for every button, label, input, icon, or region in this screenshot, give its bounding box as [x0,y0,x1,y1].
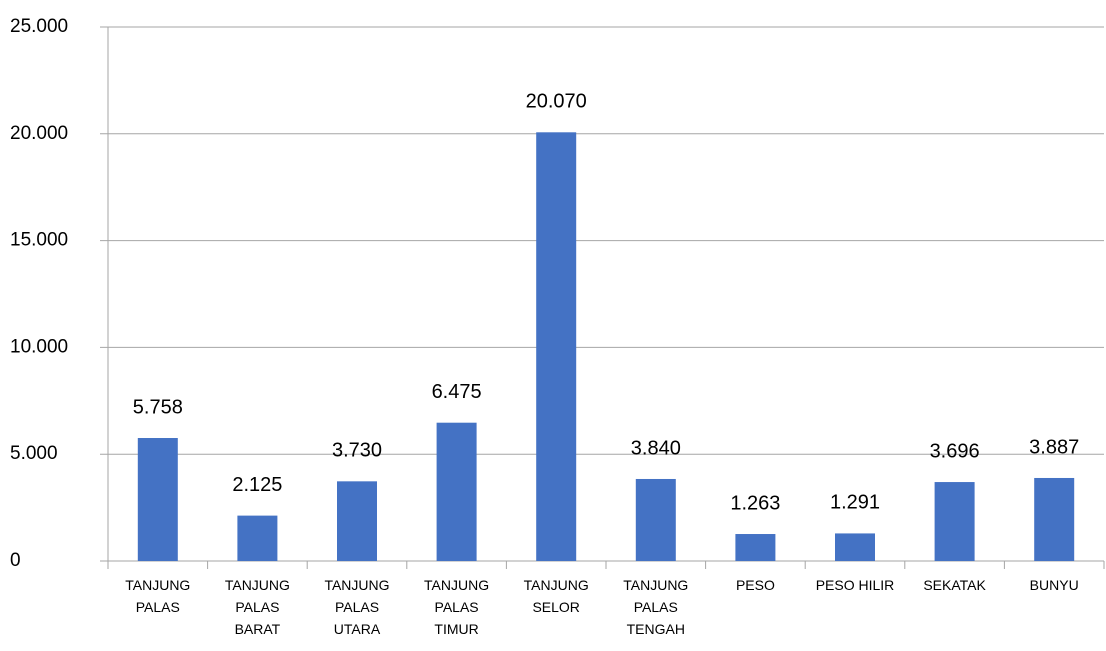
value-label: 1.263 [730,492,780,514]
x-tick-label: BUNYU [1029,577,1079,593]
bar [137,438,178,561]
x-tick-label: PESO HILIR [815,577,895,593]
bar [735,534,776,561]
bar [436,422,477,561]
bar [835,533,875,561]
x-tick-label: TANJUNG PALAS BARAT [224,577,290,637]
value-label: 5.758 [133,396,183,418]
value-label: 6.475 [432,381,482,403]
value-label: 3.730 [332,440,382,462]
y-tick-label: 25.000 [10,16,68,37]
x-tick-label: PESO [735,577,775,593]
x-tick-label: TANJUNG PALAS UTARA [324,577,390,637]
x-tick-label: TANJUNG SELOR [523,577,589,615]
value-label: 20.070 [526,91,587,113]
x-tick-label: TANJUNG PALAS TENGAH [623,577,689,637]
bar [536,132,577,561]
bar [337,481,377,561]
x-tick-label: TANJUNG PALAS TIMUR [424,577,490,637]
bar [237,515,278,561]
x-tick-label: SEKATAK [923,577,986,593]
y-tick-label: 0 [10,550,21,571]
value-label: 3.840 [631,437,681,459]
value-label: 2.125 [232,474,282,496]
value-label: 3.887 [1029,436,1079,458]
value-label: 3.696 [930,440,980,462]
bar [635,478,676,561]
y-tick-label: 20.000 [10,123,68,144]
y-tick-label: 15.000 [10,230,68,251]
bar [1034,477,1075,561]
y-tick-label: 5.000 [10,443,58,464]
y-tick-label: 10.000 [10,336,68,357]
value-label: 1.291 [830,492,880,514]
bar [934,482,975,561]
x-tick-label: TANJUNG PALAS [125,577,191,615]
